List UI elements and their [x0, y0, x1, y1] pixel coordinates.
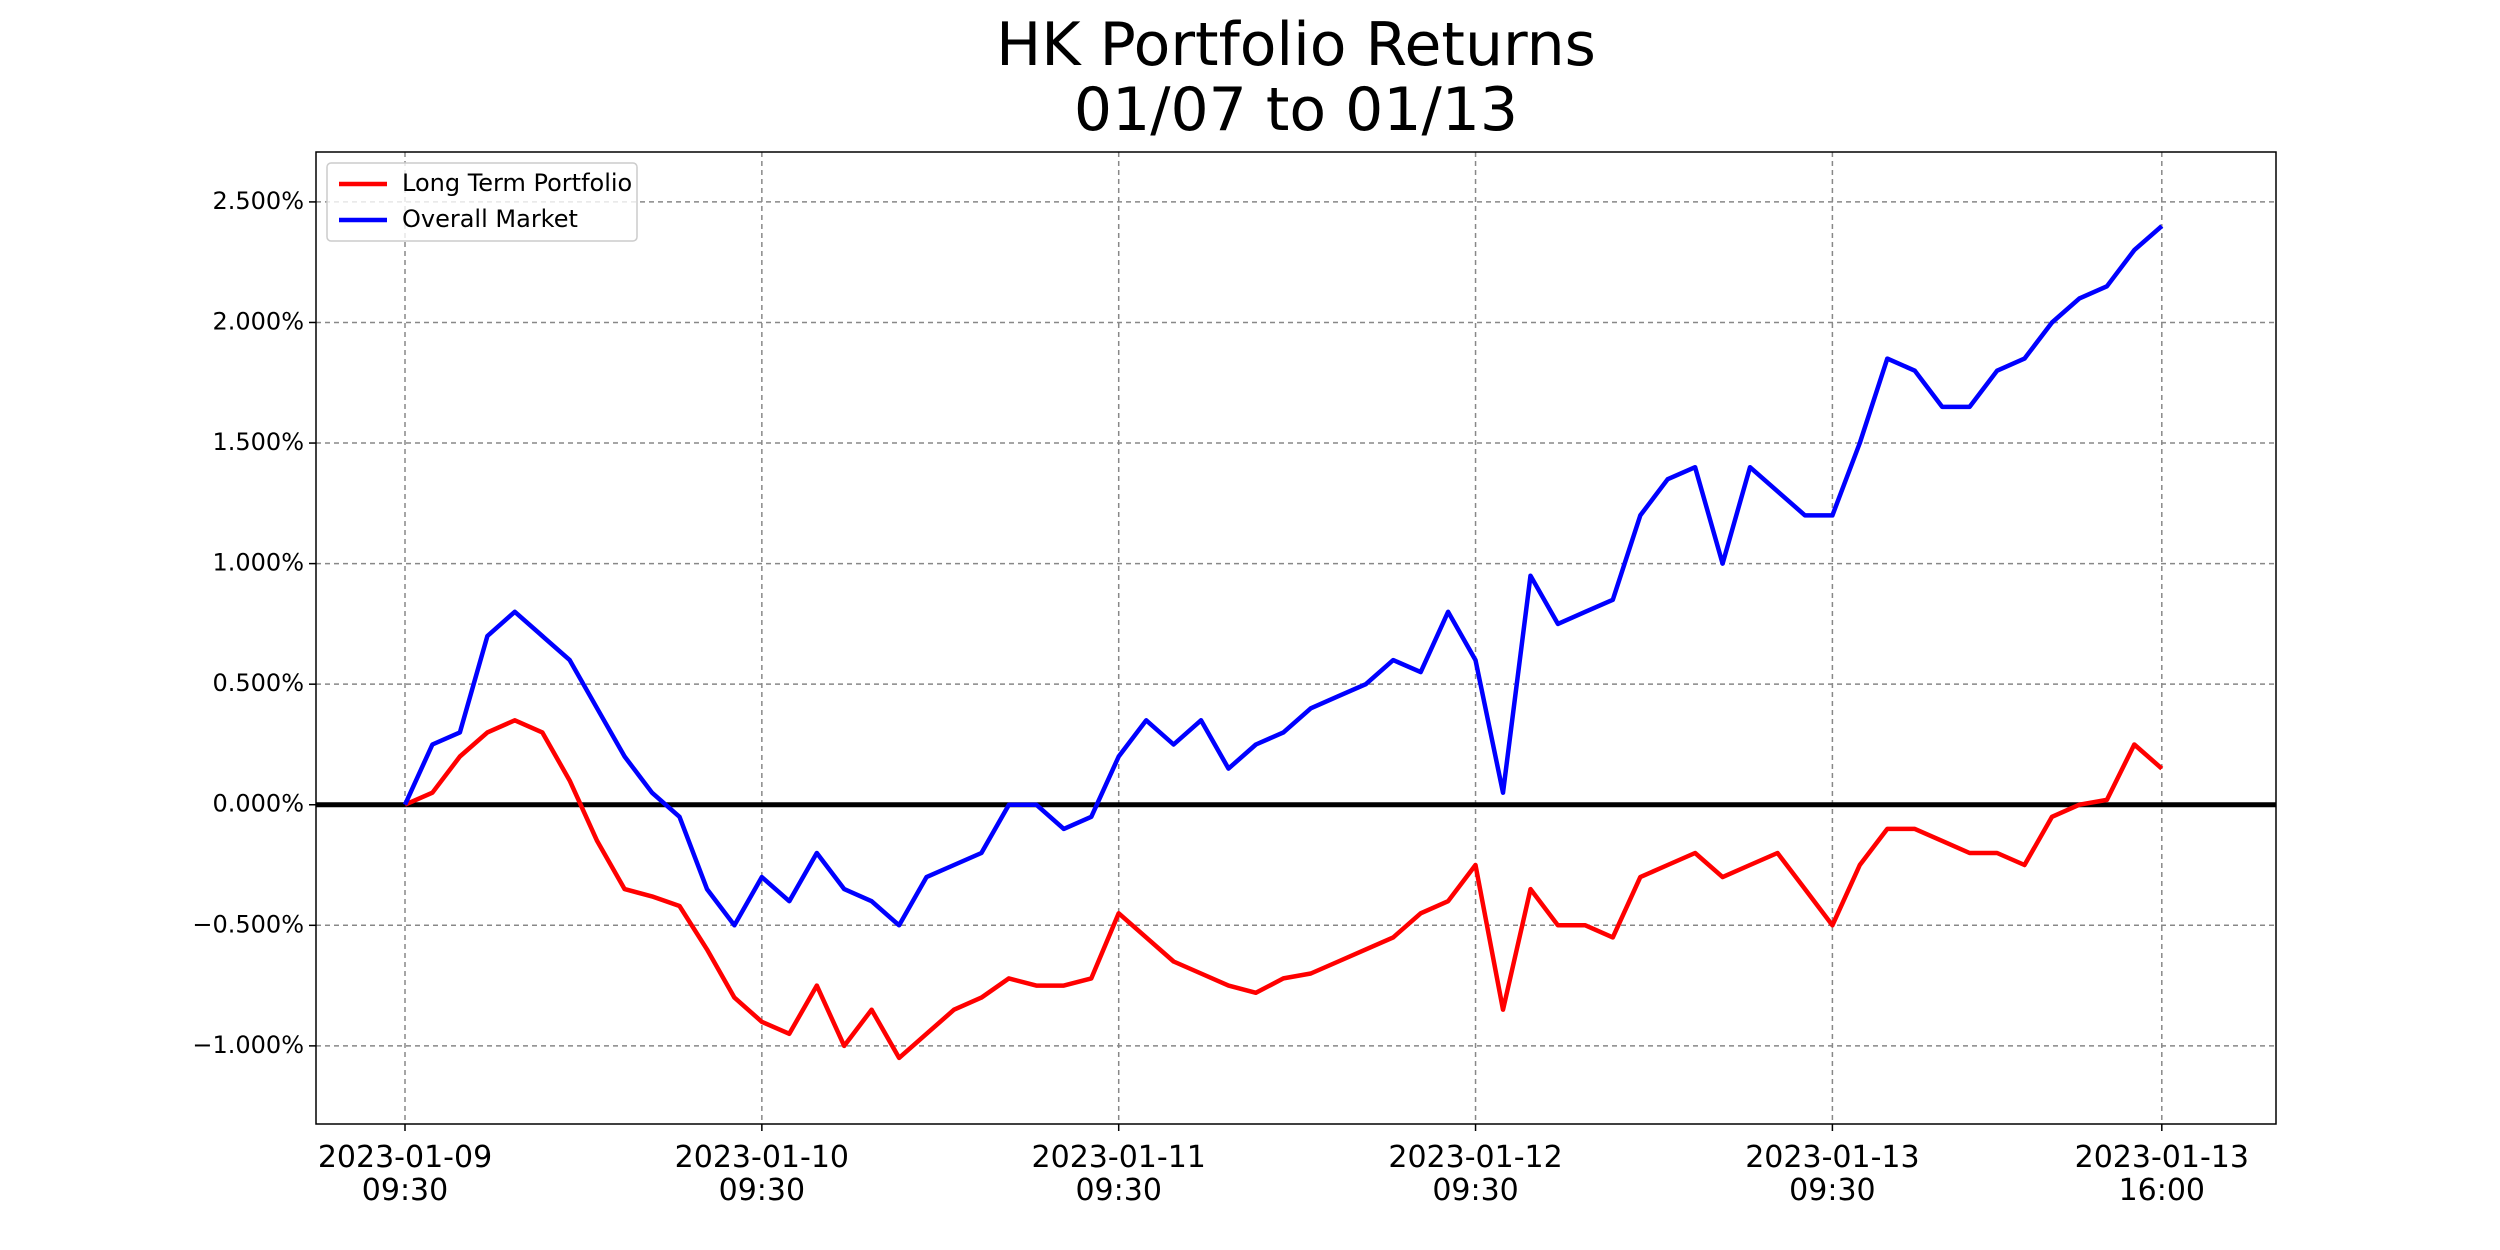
x-tick-label: 2023-01-10 09:30	[675, 1140, 849, 1208]
x-tick-label: 2023-01-09 09:30	[318, 1140, 492, 1208]
x-tick-label: 2023-01-12 09:30	[1388, 1140, 1562, 1208]
x-tick-label: 2023-01-13 09:30	[1745, 1140, 1919, 1208]
plot-frame	[315, 151, 2277, 1125]
y-tick-label: 0.000%	[212, 790, 304, 818]
legend-label: Long Term Portfolio	[402, 169, 632, 197]
x-tick-label: 2023-01-13 16:00	[2075, 1140, 2249, 1208]
y-tick-label: 2.000%	[212, 307, 304, 335]
series-line	[402, 224, 2164, 928]
y-tick-label: 1.500%	[212, 428, 304, 456]
y-tick-label: −0.500%	[192, 910, 304, 938]
y-tick-label: 0.500%	[212, 669, 304, 697]
y-tick-label: −1.000%	[192, 1031, 304, 1059]
x-tick-label: 2023-01-11 09:30	[1032, 1140, 1206, 1208]
chart-title: HK Portfolio Returns 01/07 to 01/13	[996, 10, 1596, 145]
legend-label: Overall Market	[402, 205, 578, 233]
y-tick-label: 2.500%	[212, 187, 304, 215]
series-line	[404, 718, 2164, 1061]
legend-box	[326, 162, 638, 242]
y-tick-label: 1.000%	[212, 549, 304, 577]
